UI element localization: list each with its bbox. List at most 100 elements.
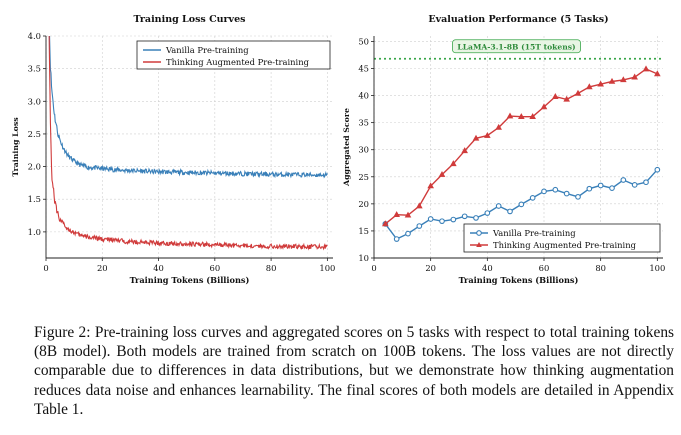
data-point-thinking — [518, 113, 525, 119]
reference-label-box — [452, 39, 581, 54]
reference-label: LLaMA-3.1-8B (15T tokens) — [457, 43, 575, 52]
data-point-vanilla — [609, 185, 615, 192]
y-tick-label: 40 — [358, 91, 369, 101]
data-point-thinking — [574, 89, 582, 96]
data-point-vanilla — [563, 190, 570, 197]
y-axis-label: Aggregated Score — [342, 108, 351, 187]
legend-marker — [476, 230, 482, 236]
x-tick-label: 20 — [425, 263, 436, 273]
data-point-vanilla — [620, 177, 627, 183]
figure-caption: Figure 2: Pre-training loss curves and a… — [34, 323, 674, 419]
loss-chart: Training Loss Curves 0 20 40 60 80 100 1.0 1.5 2.… — [11, 14, 335, 285]
y-tick-label: 10 — [358, 253, 369, 263]
data-point-vanilla — [529, 195, 536, 201]
data-point-vanilla — [450, 216, 457, 223]
data-point-vanilla — [393, 236, 400, 242]
caption-text: Pre-training loss curves and aggregated … — [34, 324, 674, 418]
data-point-vanilla — [473, 215, 479, 221]
data-point-vanilla — [541, 188, 547, 195]
x-tick-label: 100 — [649, 263, 665, 273]
x-tick-label: 40 — [482, 263, 493, 273]
x-tick-label: 80 — [595, 263, 606, 273]
data-point-vanilla — [484, 210, 491, 216]
y-tick-label: 3.5 — [28, 64, 41, 74]
chart-title: Training Loss Curves — [134, 14, 246, 25]
data-point-vanilla — [416, 223, 423, 229]
data-point-vanilla — [552, 186, 559, 193]
data-point-thinking — [382, 220, 389, 227]
data-point-vanilla — [597, 182, 604, 189]
x-tick-label: 60 — [209, 263, 220, 273]
data-point-vanilla — [405, 230, 411, 237]
legend-label: Vanilla Pre-training — [492, 228, 576, 238]
y-tick-label: 1.0 — [28, 227, 41, 237]
data-point-vanilla — [507, 208, 513, 215]
data-point-thinking — [404, 211, 412, 218]
x-tick-label: 100 — [319, 263, 335, 273]
x-tick-label: 80 — [266, 263, 277, 273]
y-tick-label: 3.0 — [28, 96, 41, 106]
data-point-thinking — [416, 202, 423, 209]
data-point-vanilla — [427, 216, 434, 222]
eval-chart: Evaluation Performance (5 Tasks) LLaMA-3.… — [342, 14, 665, 285]
data-point-thinking — [450, 160, 457, 167]
data-point-vanilla — [586, 185, 593, 192]
data-point-thinking — [540, 103, 548, 110]
data-point-vanilla — [575, 193, 581, 200]
data-point-thinking — [495, 123, 502, 130]
legend-label: Vanilla Pre-training — [165, 45, 249, 55]
data-point-vanilla — [439, 218, 445, 225]
caption-label: Figure 2: — [34, 324, 91, 341]
data-point-thinking — [438, 171, 446, 177]
x-tick-label: 60 — [539, 263, 550, 273]
data-point-thinking — [427, 182, 434, 189]
x-tick-label: 20 — [97, 263, 108, 273]
data-point-thinking — [461, 147, 468, 154]
data-point-vanilla — [461, 213, 468, 220]
data-point-thinking — [529, 113, 536, 119]
data-point-vanilla — [643, 179, 649, 186]
x-tick-label: 40 — [153, 263, 164, 273]
chart-title: Evaluation Performance (5 Tasks) — [428, 14, 608, 25]
x-axis-label: Training Tokens (Billions) — [130, 275, 250, 285]
y-tick-label: 30 — [358, 145, 369, 155]
series-line-thinking — [384, 68, 658, 225]
data-point-thinking — [472, 134, 480, 141]
data-point-thinking — [654, 70, 661, 77]
data-point-thinking — [484, 132, 491, 138]
y-axis-label: Training Loss — [11, 117, 20, 177]
y-tick-label: 20 — [358, 199, 369, 209]
data-point-thinking — [563, 95, 570, 102]
x-tick-label: 0 — [43, 263, 48, 273]
x-axis-label: Training Tokens (Billions) — [459, 275, 579, 285]
legend-box — [463, 223, 661, 253]
data-point-vanilla — [654, 166, 661, 173]
legend-marker — [476, 242, 482, 247]
y-tick-label: 2.5 — [28, 129, 41, 139]
y-tick-label: 4.0 — [28, 31, 41, 41]
data-point-thinking — [586, 83, 593, 90]
data-point-thinking — [597, 80, 604, 87]
data-point-thinking — [631, 73, 638, 80]
data-point-vanilla — [495, 203, 502, 209]
data-point-thinking — [620, 76, 627, 83]
series-line-vanilla — [49, 36, 328, 179]
legend-label: Thinking Augmented Pre-training — [493, 240, 637, 250]
data-point-vanilla — [518, 201, 525, 208]
x-tick-label: 0 — [371, 263, 376, 273]
legend-box — [136, 40, 331, 70]
y-tick-label: 15 — [358, 226, 369, 236]
legend-label: Thinking Augmented Pre-training — [166, 57, 310, 67]
data-point-thinking — [642, 65, 650, 72]
y-tick-label: 1.5 — [28, 194, 41, 204]
series-line-thinking — [48, 36, 328, 251]
data-point-thinking — [552, 93, 559, 99]
y-tick-label: 2.0 — [28, 162, 41, 172]
data-point-thinking — [506, 112, 514, 119]
y-tick-label: 35 — [358, 118, 369, 128]
data-point-thinking — [393, 211, 400, 217]
data-point-vanilla — [631, 182, 638, 188]
y-tick-label: 45 — [358, 63, 369, 73]
y-tick-label: 50 — [358, 36, 369, 46]
